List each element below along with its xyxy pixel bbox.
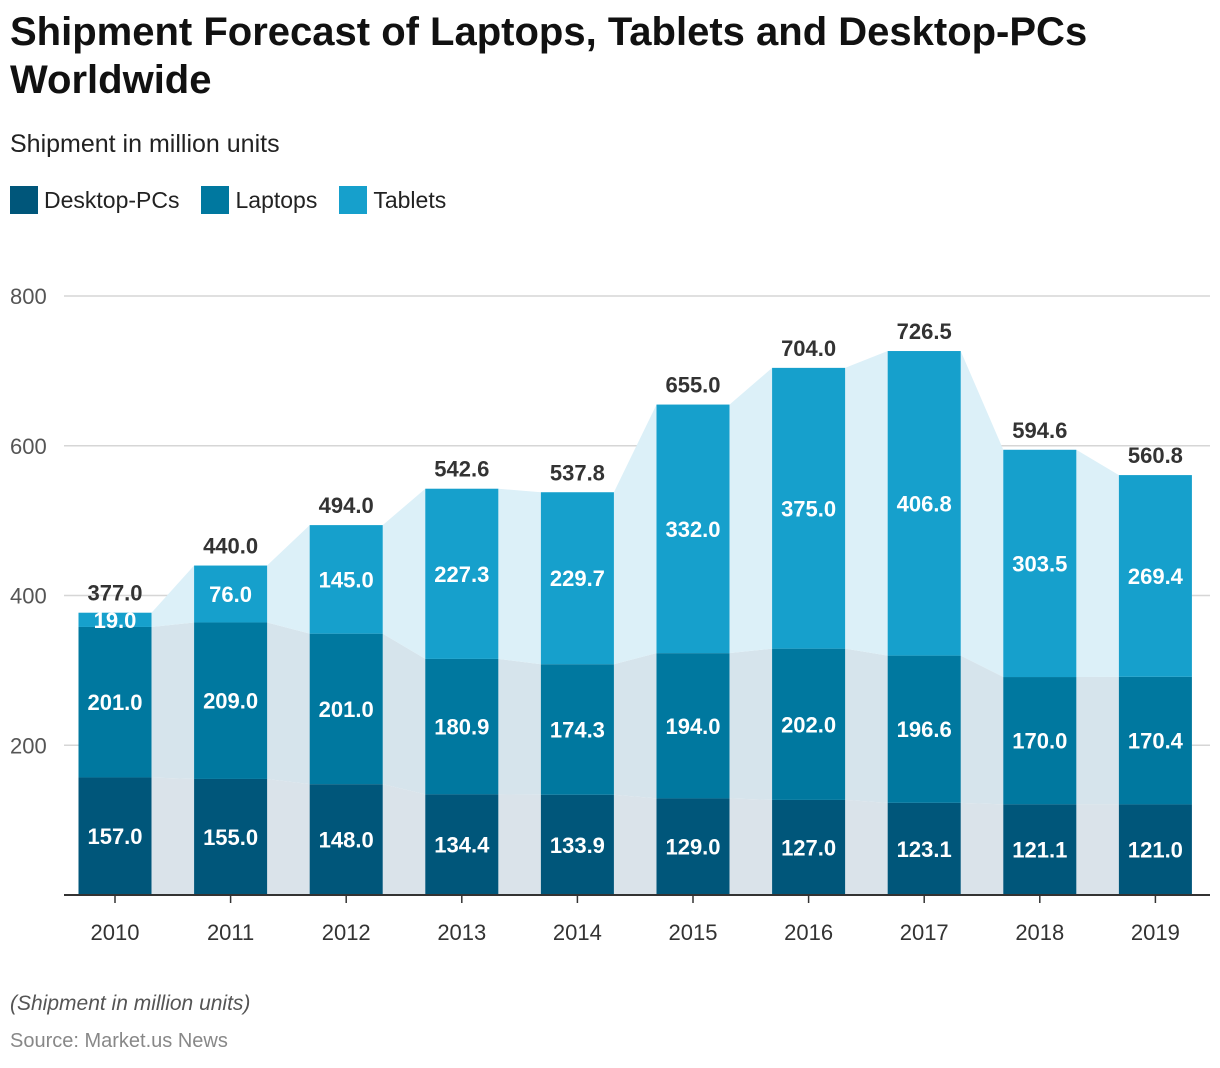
bar-tablets-2015 [656, 404, 730, 654]
total-label-2014: 537.8 [550, 460, 605, 485]
bar-laptops-2012 [309, 633, 383, 785]
data-label-desktop-pcs-2014: 133.9 [550, 833, 605, 858]
bar-desktop-pcs-2010 [78, 777, 152, 895]
data-label-tablets-2015: 332.0 [665, 517, 720, 542]
x-tick-label-2015: 2015 [669, 920, 718, 945]
data-label-tablets-2012: 145.0 [319, 567, 374, 592]
total-label-2015: 655.0 [665, 373, 720, 398]
bar-tablets-2013 [425, 488, 499, 659]
bar-desktop-pcs-2017 [887, 802, 961, 895]
bar-laptops-2017 [887, 655, 961, 803]
bar-laptops-2015 [656, 653, 730, 799]
data-label-desktop-pcs-2018: 121.1 [1012, 838, 1067, 863]
data-label-desktop-pcs-2013: 134.4 [434, 833, 490, 858]
total-label-2016: 704.0 [781, 336, 836, 361]
data-label-laptops-2015: 194.0 [665, 714, 720, 739]
x-tick-label-2017: 2017 [900, 920, 949, 945]
bar-tablets-2017 [887, 351, 961, 656]
legend-swatch-desktop-pcs [10, 186, 38, 214]
data-label-tablets-2019: 269.4 [1128, 564, 1184, 589]
data-label-tablets-2010: 19.0 [94, 608, 137, 633]
y-tick-label-400: 400 [10, 584, 47, 609]
data-label-laptops-2014: 174.3 [550, 717, 605, 742]
bar-tablets-2018 [1003, 449, 1077, 678]
data-label-desktop-pcs-2019: 121.0 [1128, 838, 1183, 863]
total-label-2012: 494.0 [319, 493, 374, 518]
data-label-laptops-2018: 170.0 [1012, 729, 1067, 754]
legend-item-tablets[interactable]: Tablets [339, 186, 446, 214]
legend-swatch-tablets [339, 186, 368, 214]
y-tick-label-800: 800 [10, 284, 47, 309]
x-tick-label-2019: 2019 [1131, 920, 1180, 945]
data-label-tablets-2014: 229.7 [550, 566, 605, 591]
legend-label-tablets: Tablets [373, 186, 447, 213]
total-label-2019: 560.8 [1128, 443, 1183, 468]
data-label-laptops-2017: 196.6 [897, 717, 952, 742]
total-label-2017: 726.5 [897, 319, 952, 344]
y-tick-label-200: 200 [10, 733, 47, 758]
bar-desktop-pcs-2019 [1118, 804, 1192, 895]
legend: Desktop-PCs Laptops Tablets [10, 186, 468, 214]
data-label-tablets-2018: 303.5 [1012, 551, 1067, 576]
data-label-laptops-2013: 180.9 [434, 715, 489, 740]
data-label-tablets-2013: 227.3 [434, 562, 489, 587]
x-tick-label-2012: 2012 [322, 920, 371, 945]
bar-tablets-2010 [78, 612, 152, 627]
bar-laptops-2018 [1003, 677, 1077, 805]
footnote: (Shipment in million units) [10, 992, 251, 1015]
data-label-laptops-2012: 201.0 [319, 697, 374, 722]
legend-item-laptops[interactable]: Laptops [201, 186, 317, 214]
legend-swatch-laptops [201, 186, 230, 214]
bar-laptops-2011 [194, 622, 268, 779]
bar-laptops-2019 [1118, 676, 1192, 805]
bar-laptops-2014 [540, 664, 614, 795]
total-label-2013: 542.6 [434, 457, 489, 482]
bar-laptops-2016 [772, 648, 846, 800]
total-label-2011: 440.0 [203, 534, 258, 559]
source-note: Source: Market.us News [10, 1030, 228, 1052]
total-label-2018: 594.6 [1012, 418, 1067, 443]
data-label-desktop-pcs-2011: 155.0 [203, 825, 258, 850]
data-label-tablets-2011: 76.0 [209, 582, 252, 607]
bar-tablets-2014 [540, 492, 614, 665]
bar-desktop-pcs-2015 [656, 798, 730, 895]
data-label-desktop-pcs-2010: 157.0 [87, 824, 142, 849]
bar-desktop-pcs-2011 [194, 778, 268, 895]
data-label-tablets-2017: 406.8 [897, 491, 952, 516]
x-tick-label-2018: 2018 [1015, 920, 1064, 945]
data-label-laptops-2010: 201.0 [87, 690, 142, 715]
bar-tablets-2012 [309, 525, 383, 634]
bar-laptops-2010 [78, 626, 152, 778]
data-label-laptops-2019: 170.4 [1128, 729, 1184, 754]
chart-subtitle: Shipment in million units [10, 130, 280, 158]
bar-laptops-2013 [425, 658, 499, 795]
total-label-2010: 377.0 [87, 581, 142, 606]
bar-tablets-2016 [772, 367, 846, 649]
data-label-desktop-pcs-2017: 123.1 [897, 837, 952, 862]
x-tick-label-2016: 2016 [784, 920, 833, 945]
data-label-tablets-2016: 375.0 [781, 496, 836, 521]
x-tick-label-2014: 2014 [553, 920, 602, 945]
legend-label-desktop-pcs: Desktop-PCs [44, 186, 180, 213]
bar-desktop-pcs-2018 [1003, 804, 1077, 895]
data-label-laptops-2016: 202.0 [781, 712, 836, 737]
data-label-desktop-pcs-2016: 127.0 [781, 835, 836, 860]
x-tick-label-2010: 2010 [91, 920, 140, 945]
bar-desktop-pcs-2014 [540, 794, 614, 895]
bar-desktop-pcs-2016 [772, 799, 846, 895]
bar-tablets-2019 [1118, 475, 1192, 677]
data-label-laptops-2011: 209.0 [203, 689, 258, 714]
x-tick-label-2011: 2011 [207, 920, 254, 945]
x-tick-label-2013: 2013 [437, 920, 486, 945]
legend-item-desktop-pcs[interactable]: Desktop-PCs [10, 186, 179, 214]
bar-desktop-pcs-2013 [425, 794, 499, 895]
y-tick-label-600: 600 [10, 434, 47, 459]
chart-title: Shipment Forecast of Laptops, Tablets an… [10, 10, 1088, 102]
bar-tablets-2011 [194, 565, 268, 623]
data-label-desktop-pcs-2015: 129.0 [665, 835, 720, 860]
bar-desktop-pcs-2012 [309, 784, 383, 895]
data-label-desktop-pcs-2012: 148.0 [319, 828, 374, 853]
legend-label-laptops: Laptops [235, 186, 318, 213]
